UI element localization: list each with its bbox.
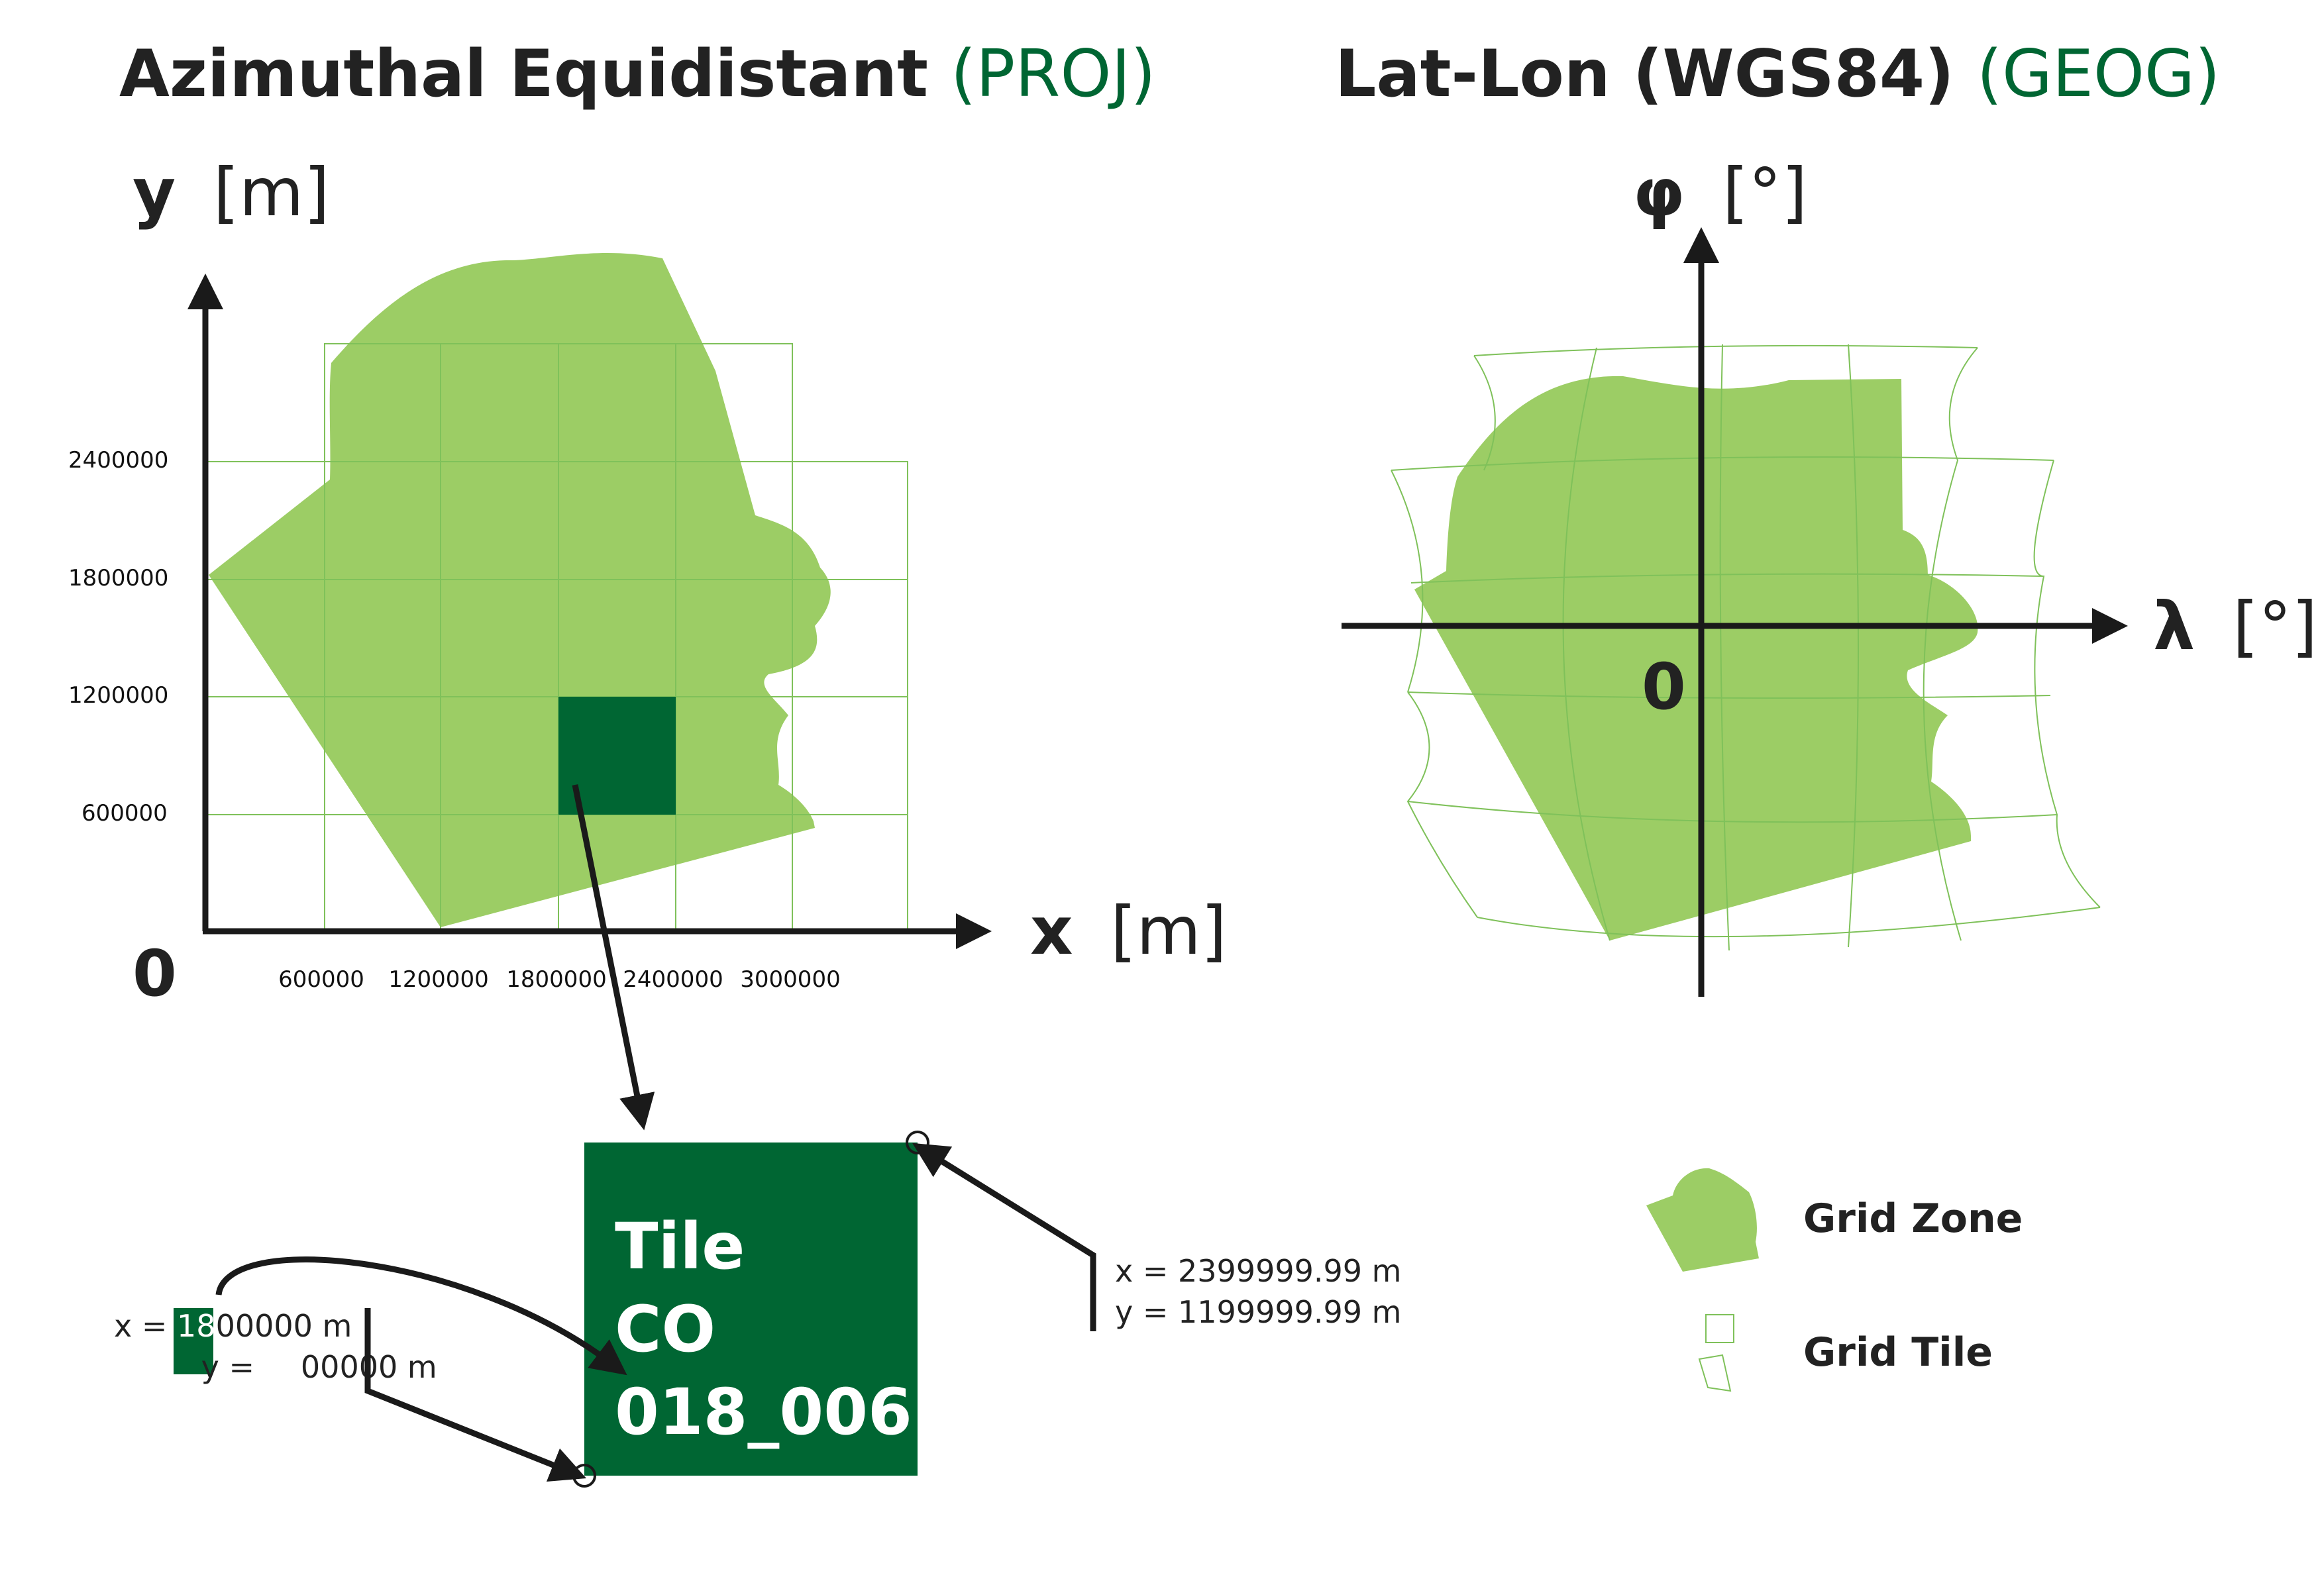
geo-grid-line bbox=[1719, 344, 1730, 951]
legend-zone-label: Grid Zone bbox=[1803, 1195, 2023, 1242]
y-tick-label: 1800000 bbox=[68, 565, 168, 591]
legend-zone-swatch bbox=[1646, 1168, 1759, 1272]
upper-right-y: y = 1199999.99 m bbox=[1115, 1294, 1401, 1330]
upper-right-coordinate: x = 2399999.99 m y = 1199999.99 m bbox=[912, 1143, 1401, 1331]
geographic-grid-lines bbox=[1391, 344, 2101, 951]
geographic-phi-label: φ [°] bbox=[1633, 154, 1807, 231]
geographic-title: Lat-Lon (WGS84) (GEOG) bbox=[1335, 36, 2220, 112]
geo-grid-line bbox=[1406, 691, 1478, 918]
geo-grid-line bbox=[1391, 470, 1424, 693]
coord-prefix: y = bbox=[201, 1349, 264, 1385]
projected-title-main: Azimuthal Equidistant bbox=[119, 36, 928, 112]
legend: Grid Zone Grid Tile bbox=[1646, 1168, 2023, 1392]
tile-label-line3: 018_006 bbox=[615, 1375, 912, 1449]
geo-grid-line bbox=[1477, 907, 2101, 938]
geo-grid-line bbox=[1848, 344, 1859, 948]
projected-x-axis-label: x [m] bbox=[1030, 892, 1227, 970]
geo-grid-line bbox=[1410, 573, 2044, 584]
y-tick-label: 2400000 bbox=[68, 447, 168, 474]
coord-prefix: x = bbox=[114, 1308, 177, 1344]
projected-x-symbol: x bbox=[1030, 892, 1073, 970]
x-tick-label: 1200000 bbox=[388, 966, 488, 993]
geo-grid-line bbox=[1473, 344, 1978, 356]
phi-symbol: φ bbox=[1633, 154, 1685, 231]
projected-y-unit: [m] bbox=[213, 154, 329, 231]
projected-title: Azimuthal Equidistant (PROJ) bbox=[119, 36, 1156, 112]
y-digit-highlight bbox=[174, 1341, 213, 1374]
projected-grid-zone bbox=[209, 253, 831, 927]
geographic-origin: 0 bbox=[1642, 650, 1686, 724]
x-tick-label: 600000 bbox=[278, 966, 364, 993]
projected-y-symbol: y bbox=[132, 154, 176, 231]
x-tick-label: 2400000 bbox=[623, 966, 723, 993]
geo-grid-line bbox=[1562, 347, 1611, 941]
x-tick-label: 3000000 bbox=[740, 966, 840, 993]
y-tick-label: 600000 bbox=[81, 800, 168, 827]
projected-y-axis-label: y [m] bbox=[132, 154, 329, 231]
tile-label-line1: Tile bbox=[615, 1209, 745, 1284]
x-tick-label: 1800000 bbox=[506, 966, 606, 993]
lower-left-coordinate: x = 1800000 m y = 600000 m bbox=[114, 1256, 627, 1482]
geographic-grid-zone bbox=[1414, 376, 1978, 940]
upper-right-arrow bbox=[912, 1143, 1096, 1331]
geographic-panel: Lat-Lon (WGS84) (GEOG) φ [°] bbox=[1335, 36, 2317, 997]
coord-highlight: 6 bbox=[282, 1349, 301, 1385]
lambda-symbol: λ bbox=[2153, 587, 2195, 665]
geo-grid-line bbox=[1407, 691, 2051, 699]
projected-panel: Azimuthal Equidistant (PROJ) y [m] bbox=[68, 36, 1227, 1011]
legend-tile-label: Grid Tile bbox=[1803, 1329, 1993, 1376]
tile-label-line2: CO bbox=[615, 1292, 715, 1366]
upper-right-x: x = 2399999.99 m bbox=[1115, 1253, 1401, 1289]
digit-to-tile-arrow bbox=[215, 1256, 627, 1376]
geo-grid-line bbox=[2033, 460, 2101, 908]
geo-grid-line bbox=[1473, 355, 1496, 471]
phi-unit: [°] bbox=[1722, 154, 1807, 231]
coord-rest: 00000 m bbox=[216, 1308, 352, 1344]
y-tick-label: 1200000 bbox=[68, 682, 168, 709]
projected-title-tag: (PROJ) bbox=[951, 36, 1156, 112]
coord-highlight: 18 bbox=[177, 1308, 216, 1344]
lower-left-y: y = 600000 m bbox=[114, 1349, 505, 1385]
geographic-title-tag: (GEOG) bbox=[1977, 36, 2220, 112]
geo-grid-line bbox=[1391, 456, 2054, 471]
zoom-arrow bbox=[572, 784, 655, 1131]
legend-tile-swatch-curved bbox=[1698, 1354, 1732, 1392]
geo-grid-line bbox=[1923, 347, 1978, 941]
tile-callout: Tile CO 018_006 x = 1800000 m y = 600000… bbox=[114, 784, 1401, 1488]
geographic-title-main: Lat-Lon (WGS84) bbox=[1335, 36, 1954, 112]
geographic-lambda-label: λ [°] bbox=[2153, 587, 2317, 665]
x-digit-highlight bbox=[174, 1308, 213, 1341]
lower-left-arrow bbox=[364, 1308, 587, 1482]
legend-tile-swatch-square bbox=[1705, 1314, 1734, 1343]
lambda-unit: [°] bbox=[2233, 587, 2317, 665]
tile-enlarged[interactable] bbox=[584, 1143, 918, 1476]
geo-grid-line bbox=[1407, 801, 2058, 823]
projected-origin: 0 bbox=[132, 937, 177, 1011]
lower-left-x: x = 1800000 m bbox=[114, 1308, 352, 1344]
projected-x-unit: [m] bbox=[1110, 892, 1226, 970]
